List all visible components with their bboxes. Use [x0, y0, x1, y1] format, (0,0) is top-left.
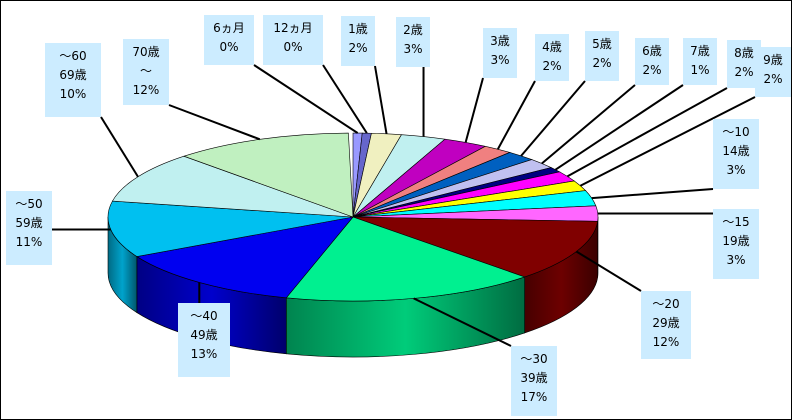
data-label-percent: 11%: [15, 235, 43, 249]
data-label-percent: 12%: [132, 83, 160, 97]
data-label-name: ～: [139, 64, 152, 78]
data-label-percent: 2%: [734, 65, 754, 79]
data-label: 12ヵ月 0%: [263, 15, 323, 65]
data-label: ～10 14歳 3%: [713, 119, 759, 189]
data-label: 5歳 2%: [585, 31, 619, 81]
leader-line: [100, 116, 139, 178]
data-label-name: 7歳: [690, 44, 710, 58]
data-label-name: 29歳: [652, 316, 680, 330]
data-label-name: 14歳: [722, 144, 750, 158]
data-label-name: 8歳: [734, 46, 754, 60]
data-label: ～40 49歳 13%: [178, 303, 230, 377]
data-label-name: ～10: [722, 125, 750, 139]
pie-slice: [136, 216, 354, 299]
data-label-percent: 1%: [690, 63, 710, 77]
data-label-percent: 2%: [542, 59, 562, 73]
data-label-name: 12ヵ月: [273, 21, 313, 35]
data-label: ～60 69歳 10%: [45, 43, 101, 117]
leader-line: [496, 80, 536, 150]
data-label-name: 2歳: [403, 23, 423, 37]
data-label-name: 1歳: [348, 22, 368, 36]
data-label-name: 59歳: [15, 216, 43, 230]
data-label-percent: 0%: [283, 40, 303, 54]
data-label-percent: 2%: [592, 56, 612, 70]
data-label-name: ～30: [520, 352, 548, 366]
leader-line: [554, 84, 684, 171]
pie-slice: [107, 200, 354, 257]
data-label-name: 4歳: [542, 40, 562, 54]
leader-line: [168, 104, 261, 141]
data-label-name: 9歳: [763, 53, 783, 67]
data-label-percent: 13%: [190, 347, 218, 361]
data-label: 3歳 3%: [483, 28, 517, 78]
leader-line: [591, 188, 714, 200]
data-label-percent: 12%: [652, 335, 680, 349]
data-label: 70歳 ～ 12%: [123, 39, 169, 105]
data-label: ～50 59歳 11%: [6, 191, 52, 265]
data-label-percent: 2%: [348, 41, 368, 55]
data-label-name: ～20: [652, 297, 680, 311]
data-label: 4歳 2%: [535, 34, 569, 81]
data-label-percent: 3%: [490, 53, 510, 67]
data-label-percent: 17%: [520, 390, 548, 404]
leader-line: [566, 87, 728, 178]
data-label-percent: 3%: [726, 253, 746, 267]
data-label: 6ヵ月 0%: [204, 15, 254, 65]
data-label: 1歳 2%: [341, 16, 375, 66]
data-label-percent: 10%: [59, 87, 87, 101]
data-label-percent: 2%: [642, 63, 662, 77]
leader-line: [253, 64, 359, 134]
data-label-name: ～40: [190, 309, 218, 323]
data-label-name: 39歳: [520, 371, 548, 385]
data-label-percent: 2%: [763, 72, 783, 86]
data-label-percent: 0%: [219, 40, 239, 54]
data-label-name: 19歳: [722, 234, 750, 248]
pie-slice: [111, 155, 354, 218]
leader-line: [579, 96, 756, 187]
data-label: ～15 19歳 3%: [713, 209, 759, 279]
leader-line: [464, 77, 484, 143]
data-label-name: 6歳: [642, 44, 662, 58]
leader-line: [520, 80, 586, 157]
data-label-name: 6ヵ月: [213, 21, 245, 35]
data-label-name: 70歳: [132, 45, 160, 59]
data-label-name: ～15: [722, 215, 750, 229]
data-label: 9歳 2%: [755, 47, 791, 97]
data-label-name: 49歳: [190, 328, 218, 342]
leader-line: [322, 64, 368, 134]
leader-line: [413, 297, 512, 347]
data-label-name: ～60: [59, 49, 87, 63]
data-label-name: 3歳: [490, 34, 510, 48]
data-label: ～30 39歳 17%: [511, 346, 557, 416]
data-label-name: 69歳: [59, 68, 87, 82]
leader-line: [541, 84, 636, 165]
leader-line: [374, 65, 388, 134]
data-label-name: 5歳: [592, 37, 612, 51]
leader-line: [575, 250, 642, 292]
data-label: 2歳 3%: [396, 17, 430, 67]
data-label: 6歳 2%: [635, 38, 669, 85]
data-label-percent: 3%: [726, 163, 746, 177]
data-label: 7歳 1%: [683, 38, 717, 85]
data-label-name: ～50: [15, 197, 43, 211]
data-label: ～20 29歳 12%: [641, 291, 691, 359]
data-label-percent: 3%: [403, 42, 423, 56]
